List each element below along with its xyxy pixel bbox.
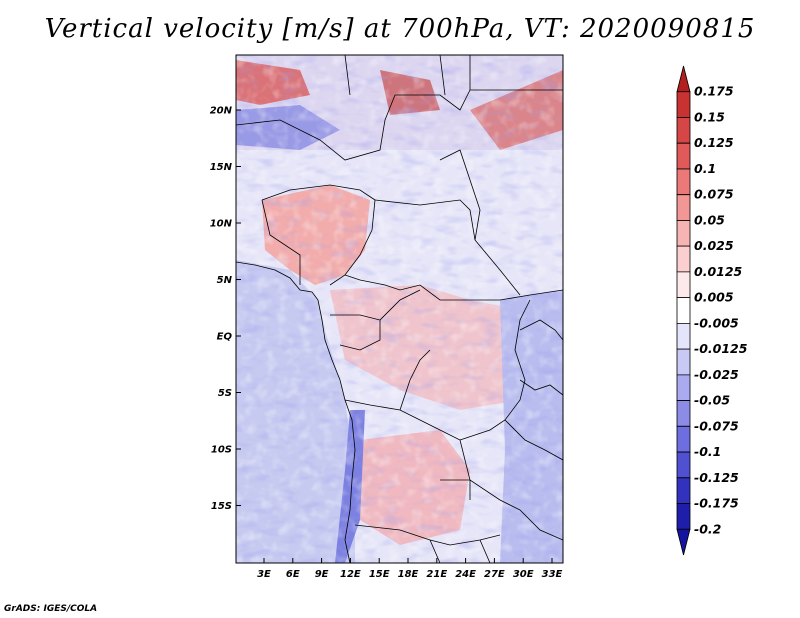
colorbar-swatch — [676, 220, 691, 247]
colorbar-label: 0.075 — [694, 187, 734, 202]
lat-label: 15N — [210, 162, 233, 173]
lat-label: 20N — [210, 106, 233, 117]
lat-label: 10N — [210, 219, 233, 230]
map-title: Vertical velocity [m/s] at 700hPa, VT: 2… — [44, 14, 756, 44]
latitude-axis: 20N 15N 10N 5N EQ 5S 10S 15S — [210, 106, 241, 512]
colorbar-swatch — [676, 528, 691, 556]
country-borders — [236, 55, 563, 563]
lon-label: 21E — [426, 569, 447, 580]
lat-label: 5S — [218, 388, 232, 399]
lat-label: 15S — [211, 501, 232, 512]
colorbar-label: 0.1 — [694, 161, 716, 176]
lon-label: 6E — [286, 569, 300, 580]
colorbar-label: 0.15 — [694, 109, 725, 124]
colorbar-swatch — [676, 451, 691, 479]
lon-label: 27E — [484, 569, 505, 580]
colorbar-label: -0.2 — [694, 521, 721, 536]
lon-label: 9E — [315, 569, 329, 580]
colorbar-label: 0.0125 — [694, 264, 743, 279]
map-frame — [235, 54, 564, 564]
colorbar-label: -0.025 — [694, 367, 739, 382]
colorbar-swatch — [676, 271, 691, 299]
colorbar-swatch — [676, 322, 691, 350]
colorbar-label: 0.125 — [694, 135, 734, 150]
lat-label: 5N — [217, 275, 233, 286]
colorbar-label: -0.175 — [694, 496, 739, 511]
lat-label: EQ — [217, 332, 233, 343]
colorbar-label: 0.05 — [694, 212, 725, 227]
lon-label: 24E — [455, 569, 476, 580]
colorbar-swatch — [676, 117, 691, 144]
colorbar-swatch — [676, 65, 691, 93]
colorbar-swatch — [676, 400, 691, 427]
lon-label: 33E — [542, 569, 563, 580]
lon-label: 12E — [340, 569, 361, 580]
lon-label: 3E — [257, 569, 271, 580]
colorbar-swatch — [676, 142, 691, 170]
lon-label: 18E — [398, 569, 419, 580]
colorbar-swatch — [676, 374, 691, 401]
colorbar-swatch — [676, 503, 691, 530]
velocity-field — [236, 55, 563, 563]
footer-credit: GrADS: IGES/COLA — [4, 604, 98, 614]
colorbar-label: -0.05 — [694, 393, 730, 408]
colorbar-label: -0.075 — [694, 418, 739, 433]
lat-label: 10S — [211, 445, 232, 456]
colorbar-swatch — [676, 297, 691, 324]
colorbar-label: 0.175 — [694, 84, 734, 99]
colorbar-swatch — [676, 194, 691, 221]
lon-label: 15E — [369, 569, 390, 580]
colorbar-swatch — [676, 425, 691, 453]
colorbar-swatch — [676, 168, 691, 196]
colorbar-label: -0.005 — [694, 315, 739, 330]
colorbar-swatch — [676, 245, 691, 273]
colorbar: 0.175 0.15 0.125 0.1 0.075 0.05 0.025 0.0125 0.0… — [676, 65, 748, 556]
colorbar-label: 0.025 — [694, 238, 734, 253]
colorbar-label: -0.1 — [694, 444, 721, 459]
lon-label: 30E — [513, 569, 534, 580]
colorbar-label: -0.0125 — [694, 341, 748, 356]
colorbar-swatch — [676, 91, 691, 118]
colorbar-label: 0.005 — [694, 290, 734, 305]
colorbar-swatch — [676, 348, 691, 376]
longitude-axis: 3E 6E 9E 12E 15E 18E 21E 24E 27E 30E 33E — [257, 558, 563, 580]
colorbar-label: -0.125 — [694, 470, 739, 485]
colorbar-swatch — [676, 477, 691, 504]
